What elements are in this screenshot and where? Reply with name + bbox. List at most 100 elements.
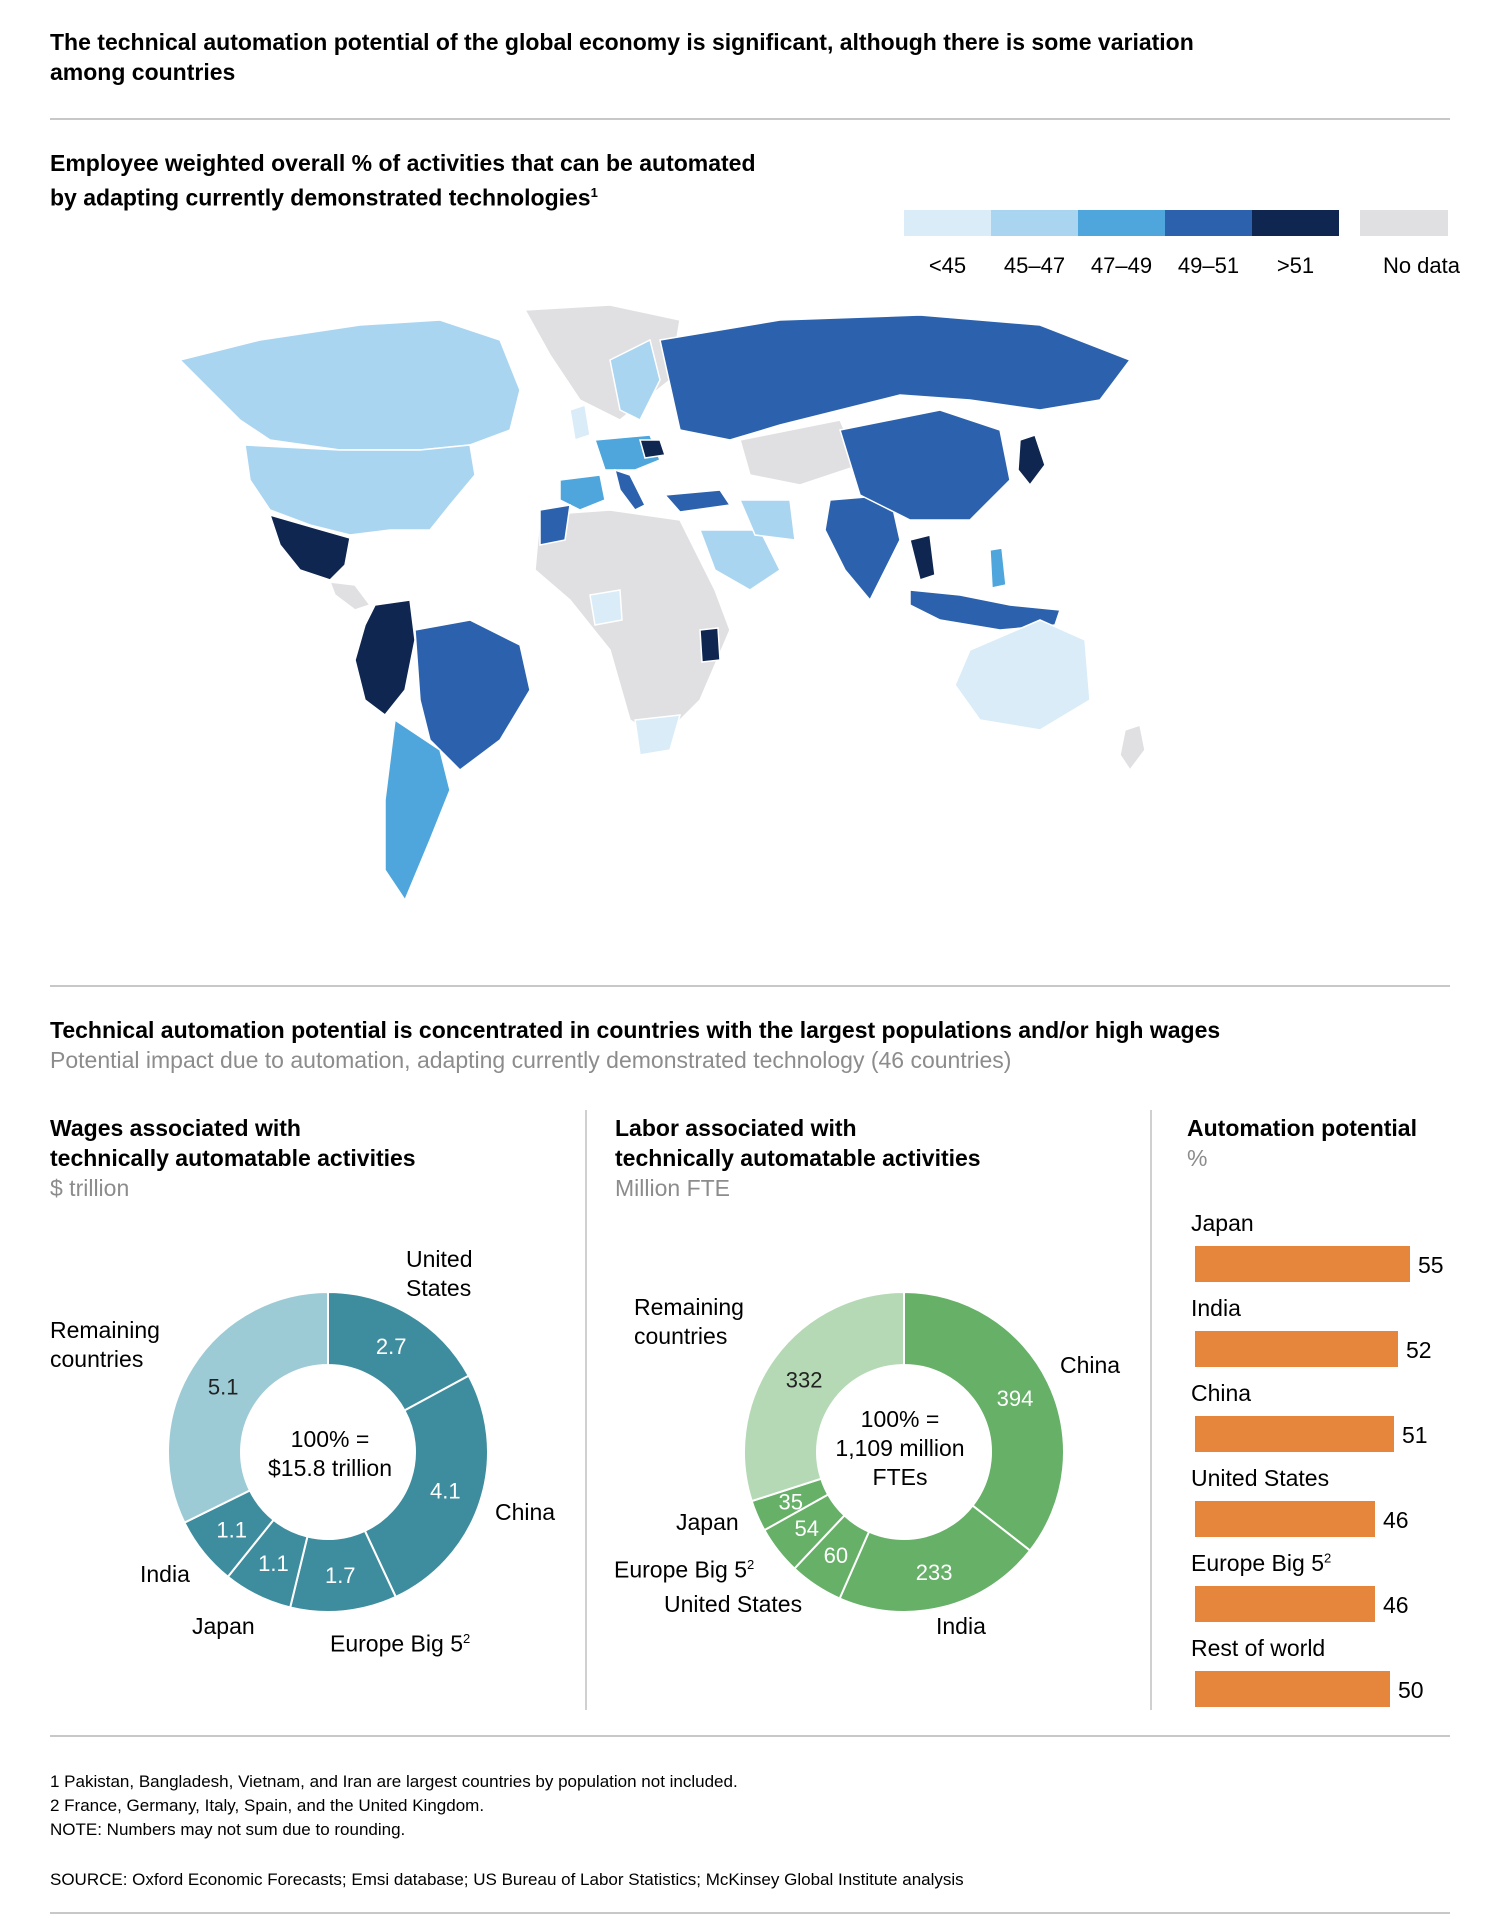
bar-label-3: United States	[1191, 1465, 1330, 1491]
labor-title: Labor associated with technically automa…	[615, 1113, 981, 1173]
bar-label-0: Japan	[1191, 1210, 1254, 1236]
page-title: The technical automation potential of th…	[50, 27, 1194, 87]
bar-value-2: 51	[1402, 1422, 1428, 1448]
divider-col1	[585, 1110, 587, 1710]
labor-label-india: India	[936, 1613, 986, 1639]
bar-label-4: Europe Big 52	[1191, 1550, 1332, 1576]
map-africa	[534, 509, 731, 741]
wages-label-remaining: Remaining countries	[50, 1316, 160, 1374]
legend-label-lt45: <45	[928, 253, 967, 278]
world-map	[178, 304, 1146, 902]
page-title-line1: The technical automation potential of th…	[50, 29, 1194, 55]
labor-label-japan: Japan	[676, 1509, 739, 1535]
labor-center-line2: 1,109 million	[835, 1435, 965, 1461]
wages-label-remaining-line2: countries	[50, 1346, 144, 1372]
legend-swatch-45-47	[991, 210, 1078, 236]
wages-slice-5	[166, 1290, 329, 1524]
wages-value-2: 1.7	[325, 1563, 356, 1588]
map-morocco	[539, 504, 571, 546]
map-italy	[613, 468, 647, 511]
map-brazil	[414, 619, 531, 771]
footnote-note: NOTE: Numbers may not sum due to roundin…	[50, 1820, 406, 1839]
map-philippines	[989, 547, 1007, 589]
labor-title-line1: Labor associated with	[615, 1115, 857, 1141]
wages-label-us: United States	[406, 1245, 472, 1303]
labor-label-europe: Europe Big 52	[614, 1556, 755, 1583]
legend-label-45-47: 45–47	[1003, 253, 1066, 278]
bar-1	[1195, 1331, 1398, 1367]
legend-swatch-49-51	[1165, 210, 1252, 236]
wages-label-us-line2: States	[406, 1275, 472, 1301]
map-spain	[559, 474, 606, 511]
section2-title: Technical automation potential is concen…	[50, 1017, 1221, 1043]
wages-title: Wages associated with technically automa…	[50, 1113, 416, 1173]
map-new-zealand	[1119, 724, 1146, 772]
legend-label-49-51: 49–51	[1177, 253, 1240, 278]
bar-4	[1195, 1586, 1375, 1622]
legend-swatch-nodata	[1360, 210, 1448, 236]
map-china	[839, 409, 1011, 521]
map-indonesia	[909, 589, 1062, 631]
map-turkey	[663, 489, 732, 513]
labor-label-remaining-line2: countries	[634, 1323, 728, 1349]
bar-title: Automation potential	[1187, 1115, 1417, 1141]
wages-label-europe: Europe Big 52	[330, 1630, 471, 1657]
bar-value-5: 50	[1398, 1677, 1424, 1703]
labor-center-text: 100% = 1,109 million FTEs	[800, 1405, 1000, 1492]
map-usa	[244, 444, 476, 536]
wages-label-japan: Japan	[192, 1613, 255, 1639]
map-kenya	[699, 627, 721, 663]
labor-value-1: 233	[916, 1560, 953, 1585]
wages-label-china: China	[495, 1499, 556, 1525]
divider-footer	[50, 1912, 1450, 1914]
bar-value-1: 52	[1406, 1337, 1432, 1363]
wages-unit: $ trillion	[50, 1175, 130, 1201]
map-australia	[954, 619, 1091, 731]
map-canada	[178, 319, 521, 451]
page-title-line2: among countries	[50, 59, 236, 85]
legend-swatch-lt45	[904, 210, 991, 236]
wages-value-0: 2.7	[376, 1334, 407, 1359]
wages-center-line2: $15.8 trillion	[267, 1455, 393, 1481]
footnote-2: 2 France, Germany, Italy, Spain, and the…	[50, 1796, 485, 1815]
wages-label-india: India	[140, 1561, 190, 1587]
wages-title-line1: Wages associated with	[50, 1115, 301, 1141]
bar-label-5: Rest of world	[1191, 1635, 1326, 1661]
map-thailand	[909, 534, 936, 581]
bar-2	[1195, 1416, 1394, 1452]
labor-center-line1: 100% =	[860, 1406, 940, 1432]
map-title-line1: Employee weighted overall % of activitie…	[50, 150, 756, 176]
map-japan	[1017, 434, 1046, 487]
labor-label-us: United States	[664, 1591, 803, 1617]
divider-bottom	[50, 1735, 1450, 1737]
map-mexico	[268, 513, 351, 581]
divider-top	[50, 118, 1450, 120]
divider-col2	[1150, 1110, 1152, 1710]
wages-slice-1	[363, 1374, 489, 1599]
map-title: Employee weighted overall % of activitie…	[50, 148, 756, 213]
labor-value-2: 60	[824, 1543, 848, 1568]
map-title-line2: by adapting currently demonstrated techn…	[50, 184, 598, 211]
map-central-america	[328, 581, 372, 611]
bar-unit: %	[1187, 1145, 1208, 1171]
bar-value-4: 46	[1383, 1592, 1409, 1618]
labor-unit: Million FTE	[615, 1175, 731, 1201]
section2-subtitle: Potential impact due to automation, adap…	[50, 1047, 1012, 1073]
wages-value-5: 5.1	[208, 1375, 239, 1400]
bar-3	[1195, 1501, 1375, 1537]
bar-value-0: 55	[1418, 1252, 1444, 1278]
map-uk	[569, 404, 591, 441]
labor-center-line3: FTEs	[872, 1464, 928, 1490]
wages-label-us-line1: United	[406, 1246, 473, 1272]
legend-label-nodata: No data	[1382, 253, 1460, 278]
labor-value-5: 332	[786, 1367, 823, 1392]
wages-value-3: 1.1	[258, 1551, 289, 1576]
labor-value-0: 394	[997, 1386, 1034, 1411]
labor-label-remaining-line1: Remaining	[634, 1294, 744, 1320]
labor-value-4: 35	[779, 1489, 803, 1514]
map-argentina	[384, 718, 451, 902]
footnote-1: 1 Pakistan, Bangladesh, Vietnam, and Ira…	[50, 1772, 738, 1791]
map-central-asia	[739, 419, 862, 486]
